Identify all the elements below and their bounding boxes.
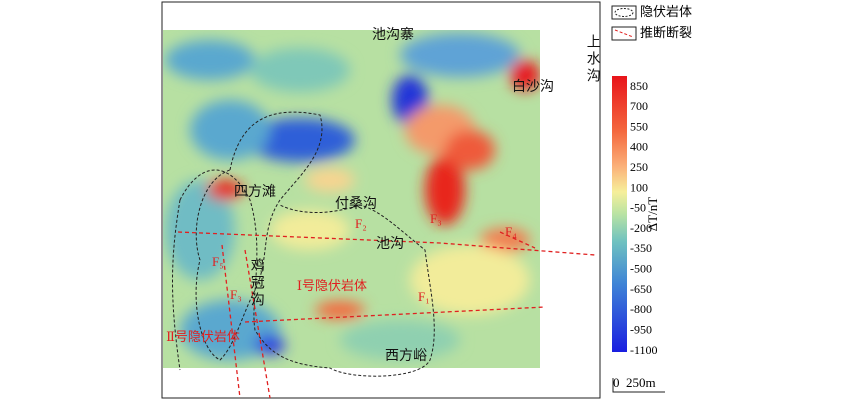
colorbar-tick-label: -200 — [630, 221, 652, 235]
colorbar-tick-label: 400 — [630, 140, 648, 154]
fault-label: F₃ — [230, 287, 242, 302]
heatmap — [163, 30, 540, 368]
legend-label: 隐伏岩体 — [640, 4, 692, 19]
scale-label: 0 — [613, 375, 620, 390]
place-label: 池沟 — [376, 236, 404, 252]
colorbar-tick-label: -800 — [630, 302, 652, 316]
place-label: 白沙沟 — [512, 79, 554, 95]
legend-label: 推断断裂 — [640, 25, 692, 40]
colorbar-tick-label: 850 — [630, 79, 648, 93]
fault-label: F₄ — [505, 224, 517, 239]
colorbar-tick-label: 700 — [630, 99, 648, 113]
scale-bar: 0 250m — [612, 375, 665, 393]
place-label: 鸡冠沟 — [249, 257, 265, 309]
colorbar-tick-label: -500 — [630, 262, 652, 276]
legend-swatch — [611, 26, 637, 41]
scale-label: 250m — [626, 375, 656, 390]
fault-label: F₅ — [212, 254, 224, 269]
fault-label: F₃ — [430, 211, 442, 226]
place-label: 池沟寨 — [372, 26, 414, 43]
body-label: Ⅱ号隐伏岩体 — [166, 329, 240, 344]
place-label: 付桑沟 — [335, 196, 377, 212]
place-label: 四方滩 — [234, 184, 276, 200]
colorbar-tick-label: -50 — [630, 201, 646, 215]
colorbar-tick-label: 250 — [630, 160, 648, 174]
legend-swatch — [611, 5, 637, 20]
fault-lines — [177, 231, 596, 399]
place-label: 上水沟 — [585, 34, 601, 85]
legend-swatch — [614, 29, 634, 38]
map-frame — [161, 1, 601, 399]
body-label: Ⅰ号隐伏岩体 — [297, 278, 367, 293]
colorbar-tick-label: -950 — [630, 322, 652, 336]
colorbar-tick-label: -1100 — [630, 343, 658, 357]
fault-label: F₂ — [355, 216, 367, 231]
colorbar-tick-label: 100 — [630, 180, 648, 194]
colorbar-title: ΔT/nT — [645, 197, 660, 231]
legend: 隐伏岩体 推断断裂 — [611, 4, 692, 41]
body-outlines — [172, 111, 435, 377]
legend-swatch — [614, 8, 634, 17]
colorbar-tick-label: 550 — [630, 119, 648, 133]
colorbar — [612, 76, 627, 352]
place-label: 西方峪 — [385, 348, 427, 364]
colorbar-tick-label: -350 — [630, 241, 652, 255]
colorbar-tick-label: -650 — [630, 282, 652, 296]
fault-label: F₁ — [418, 289, 430, 304]
